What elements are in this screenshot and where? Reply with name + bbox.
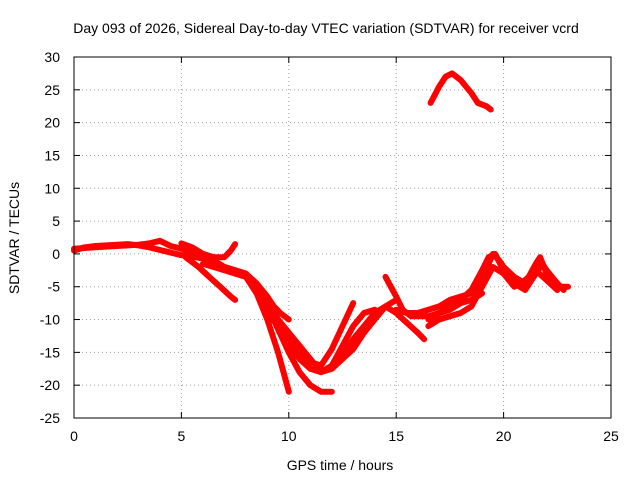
y-tick-label: -15 bbox=[40, 344, 60, 360]
y-tick-label: -25 bbox=[40, 410, 60, 426]
series-line-arc-14 bbox=[425, 250, 567, 323]
x-tick-label: 25 bbox=[603, 428, 619, 444]
y-tick-label: 30 bbox=[44, 49, 60, 65]
series-line-arc-4 bbox=[182, 254, 239, 303]
series-line-arc-2 bbox=[71, 237, 228, 270]
x-axis-label: GPS time / hours bbox=[287, 457, 394, 473]
series-line-arc-8 bbox=[242, 270, 378, 376]
series-line-arc-6 bbox=[199, 260, 292, 395]
series-line-arc-11 bbox=[328, 303, 428, 369]
x-tick-label: 5 bbox=[178, 428, 186, 444]
x-tick-label: 0 bbox=[70, 428, 78, 444]
series-line-arc-15 bbox=[425, 264, 561, 330]
series-line-arc-9 bbox=[264, 300, 357, 369]
y-tick-label: -20 bbox=[40, 377, 60, 393]
grid-lines bbox=[74, 57, 611, 418]
y-tick-label: 25 bbox=[44, 82, 60, 98]
series-line-arc-16 bbox=[427, 70, 494, 113]
y-tick-label: 5 bbox=[52, 213, 60, 229]
series-line-arc-3 bbox=[178, 240, 239, 261]
x-tick-label: 20 bbox=[496, 428, 512, 444]
y-tick-label: 10 bbox=[44, 180, 60, 196]
y-tick-label: -5 bbox=[48, 279, 61, 295]
y-tick-label: 0 bbox=[52, 246, 60, 262]
axis-ticks: 0 5 10 15 20 25 30 25 20 15 10 5 0 -5 -10 -15 -20 -25 bbox=[40, 49, 619, 444]
data-series bbox=[71, 70, 571, 395]
y-tick-label: 15 bbox=[44, 147, 60, 163]
x-tick-label: 10 bbox=[281, 428, 297, 444]
plot-frame bbox=[73, 56, 612, 419]
y-tick-label: 20 bbox=[44, 115, 60, 131]
y-tick-label: -10 bbox=[40, 312, 60, 328]
x-tick-label: 15 bbox=[388, 428, 404, 444]
y-axis-label: SDTVAR / TECUs bbox=[6, 182, 22, 294]
chart-title: Day 093 of 2026, Sidereal Day-to-day VTE… bbox=[73, 20, 579, 36]
